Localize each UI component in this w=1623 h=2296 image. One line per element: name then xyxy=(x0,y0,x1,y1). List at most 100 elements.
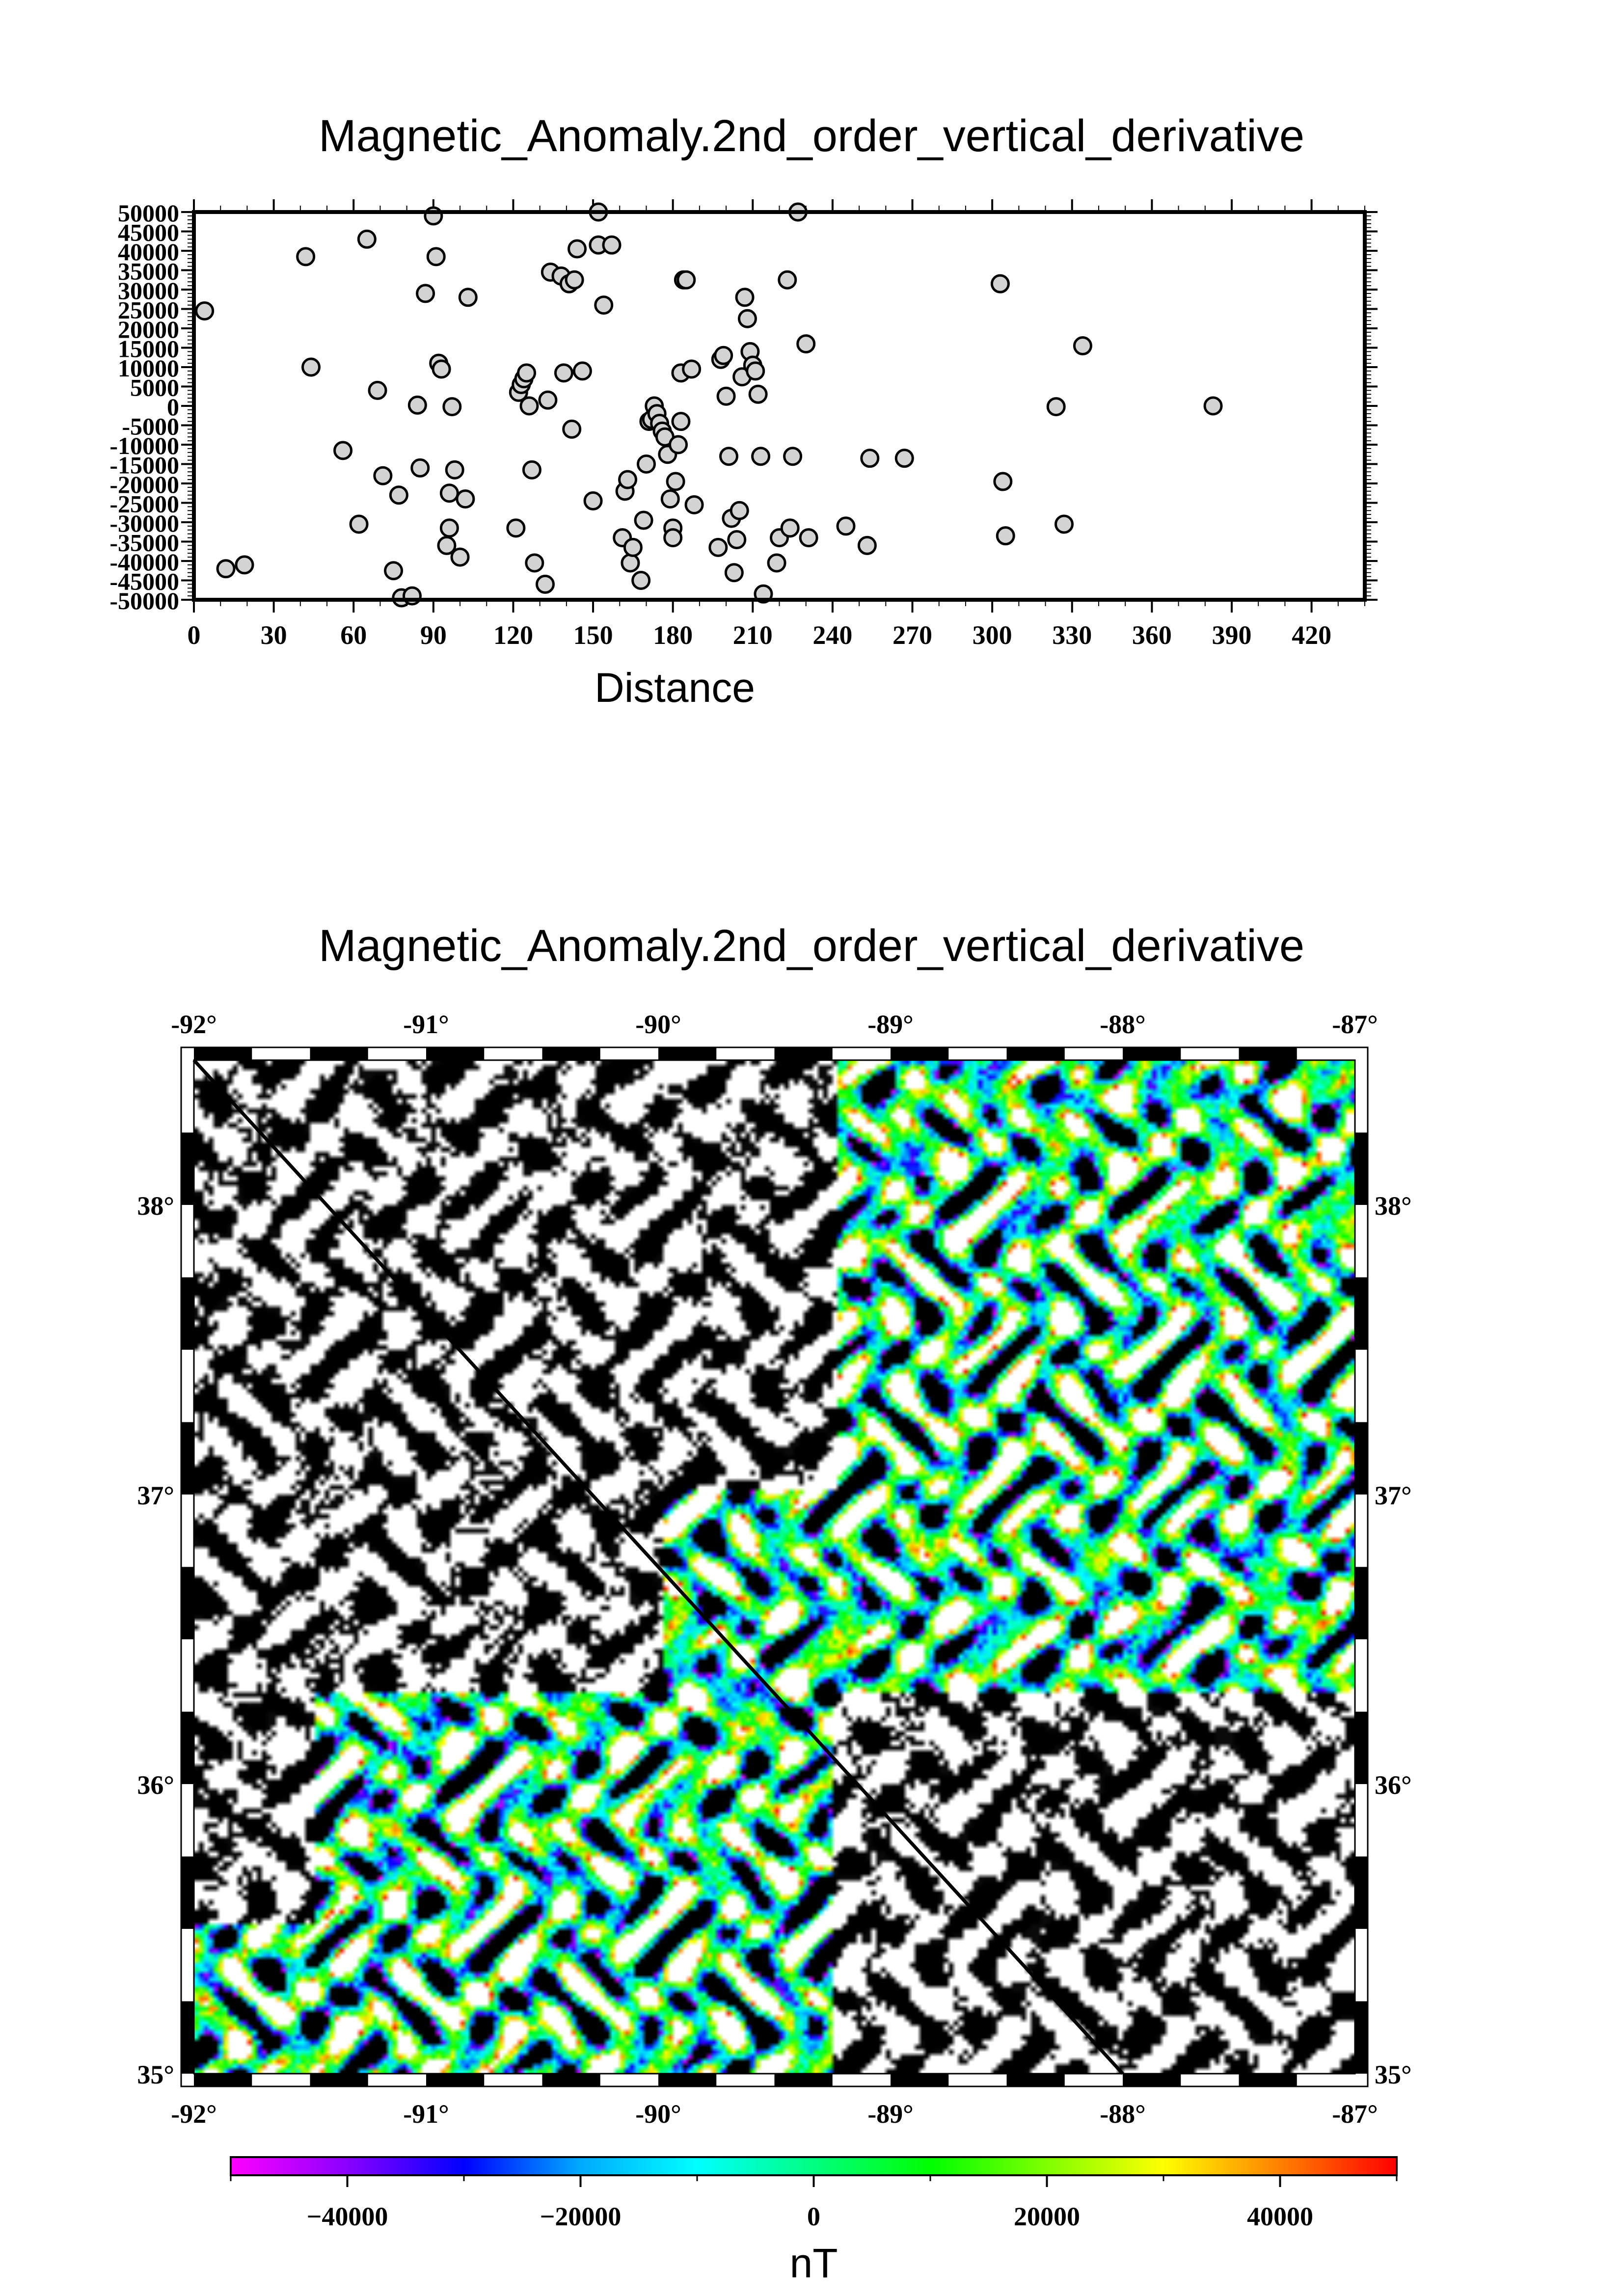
y-tick-label: -50000 xyxy=(109,587,179,614)
frame-checker-right xyxy=(1355,1422,1368,1495)
colorbar-tick-label: −40000 xyxy=(307,2202,388,2231)
data-point xyxy=(714,346,733,365)
data-point xyxy=(410,458,430,478)
data-point xyxy=(450,547,470,567)
data-point xyxy=(669,435,688,454)
colorbar-tick-label: 20000 xyxy=(1014,2202,1080,2231)
data-point xyxy=(296,247,316,267)
data-point xyxy=(1073,336,1092,356)
data-point xyxy=(594,295,614,315)
data-point xyxy=(235,555,254,575)
y-tick-label: 0 xyxy=(167,393,179,421)
x-axis-label: Distance xyxy=(595,665,755,711)
data-point xyxy=(525,553,544,573)
data-point xyxy=(301,357,321,377)
lat-label-right: 38° xyxy=(1375,1191,1412,1221)
frame-checker-top xyxy=(310,1047,368,1060)
data-point xyxy=(682,359,702,379)
y-tick-label: 50000 xyxy=(118,199,179,227)
data-point xyxy=(426,247,446,267)
data-point xyxy=(634,510,653,530)
data-point xyxy=(671,412,691,431)
x-tick-label: 60 xyxy=(340,620,367,650)
x-tick-label: 0 xyxy=(188,620,201,650)
data-point xyxy=(666,472,685,491)
data-point xyxy=(522,460,541,480)
data-point xyxy=(857,535,877,555)
data-point xyxy=(735,288,755,307)
data-point xyxy=(780,518,800,538)
anomaly-grid xyxy=(194,1060,1355,2074)
y-tick-label: -5000 xyxy=(122,413,179,440)
y-tick-label: -20000 xyxy=(109,471,179,498)
lon-label-bottom: -88° xyxy=(1100,2099,1146,2129)
lon-label-bottom: -92° xyxy=(171,2099,217,2129)
colorbar-tick-label: 40000 xyxy=(1247,2202,1313,2231)
y-tick-label: 15000 xyxy=(118,335,179,363)
data-point xyxy=(684,495,704,514)
y-tick-label: -40000 xyxy=(109,548,179,576)
frame-checker-bottom xyxy=(542,2074,600,2086)
data-point xyxy=(349,514,369,534)
data-point xyxy=(442,397,462,417)
frame-checker-top xyxy=(891,1047,949,1060)
data-point xyxy=(716,386,736,406)
x-tick-label: 420 xyxy=(1292,620,1331,650)
data-point xyxy=(1054,514,1074,534)
y-tick-label: -35000 xyxy=(109,529,179,557)
lon-label-top: -90° xyxy=(635,1010,681,1039)
x-tick-label: 210 xyxy=(733,620,773,650)
data-point xyxy=(993,472,1013,491)
frame-checker-bottom xyxy=(426,2074,485,2086)
data-point xyxy=(333,441,353,460)
colorbar-tick-label: −20000 xyxy=(540,2202,622,2231)
data-point xyxy=(799,528,818,548)
frame-checker-bottom xyxy=(891,2074,949,2086)
data-point xyxy=(796,334,816,354)
data-point xyxy=(568,239,587,259)
lon-label-bottom: -87° xyxy=(1332,2099,1378,2129)
y-tick-label: -10000 xyxy=(109,432,179,459)
frame-checker-right xyxy=(1355,2001,1368,2074)
data-point xyxy=(748,384,768,404)
data-point xyxy=(663,528,683,548)
frame-checker-top xyxy=(658,1047,717,1060)
frame-checker-left xyxy=(181,1856,194,1929)
data-point xyxy=(778,270,797,290)
data-point xyxy=(602,235,622,255)
data-point xyxy=(708,537,728,557)
data-point xyxy=(373,466,393,485)
data-point xyxy=(445,460,464,480)
data-point xyxy=(996,526,1015,546)
data-point xyxy=(1203,396,1223,416)
x-tick-label: 90 xyxy=(420,620,447,650)
lat-label-right: 37° xyxy=(1375,1481,1412,1510)
frame-checker-top xyxy=(426,1047,485,1060)
y-tick-label: 40000 xyxy=(118,238,179,266)
x-tick-label: 240 xyxy=(812,620,852,650)
data-point xyxy=(836,516,856,536)
frame-checker-left xyxy=(181,2001,194,2074)
frame-checker-bottom xyxy=(658,2074,717,2086)
data-point xyxy=(623,537,643,557)
data-point xyxy=(565,270,584,290)
y-tick-label: -45000 xyxy=(109,568,179,595)
frame-checker-top xyxy=(1123,1047,1181,1060)
data-point xyxy=(538,390,558,410)
frame-checker-top xyxy=(774,1047,833,1060)
map-frame-inner xyxy=(193,1059,1356,2075)
x-tick-label: 180 xyxy=(653,620,693,650)
data-point xyxy=(631,571,651,590)
data-point xyxy=(572,361,592,381)
data-point xyxy=(719,447,739,466)
frame-checker-bottom xyxy=(310,2074,368,2086)
data-point xyxy=(506,518,526,538)
data-point xyxy=(216,559,236,579)
frame-checker-left xyxy=(181,1711,194,1784)
data-point xyxy=(536,574,555,594)
lat-label-right: 35° xyxy=(1375,2060,1412,2089)
y-tick-label: 30000 xyxy=(118,277,179,304)
data-point xyxy=(389,485,408,505)
frame-checker-top xyxy=(194,1047,252,1060)
y-tick-label: 20000 xyxy=(118,316,179,343)
